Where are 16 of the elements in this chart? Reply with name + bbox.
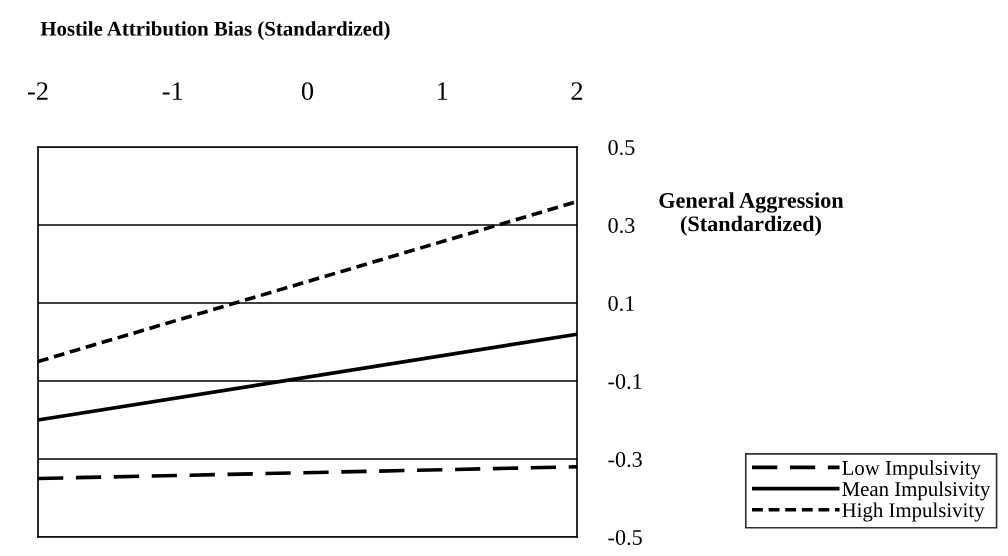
x-tick-label: 0 [301,82,314,100]
y-tick-label: 0.1 [608,295,634,312]
chart-title: Hostile Attribution Bias (Standardized) [40,21,390,41]
x-tick-label: -1 [162,82,183,100]
y-tick-label: -0.3 [608,451,642,468]
y-tick-label: 0.3 [608,217,635,234]
legend-label: Low Impulsivity [842,460,981,480]
x-tick-label: 2 [571,82,583,100]
x-tick-label: 1 [437,82,448,100]
legend-label: Mean Impulsivity [842,481,991,501]
y-tick-label: 0.5 [608,139,635,156]
y-tick-label: -0.5 [608,529,642,546]
y-tick-label: -0.1 [608,373,642,390]
legend-label: High Impulsivity [842,502,985,522]
x-tick-label: -2 [27,82,48,100]
y-axis-title: General Aggression (Standardized) [659,192,844,236]
